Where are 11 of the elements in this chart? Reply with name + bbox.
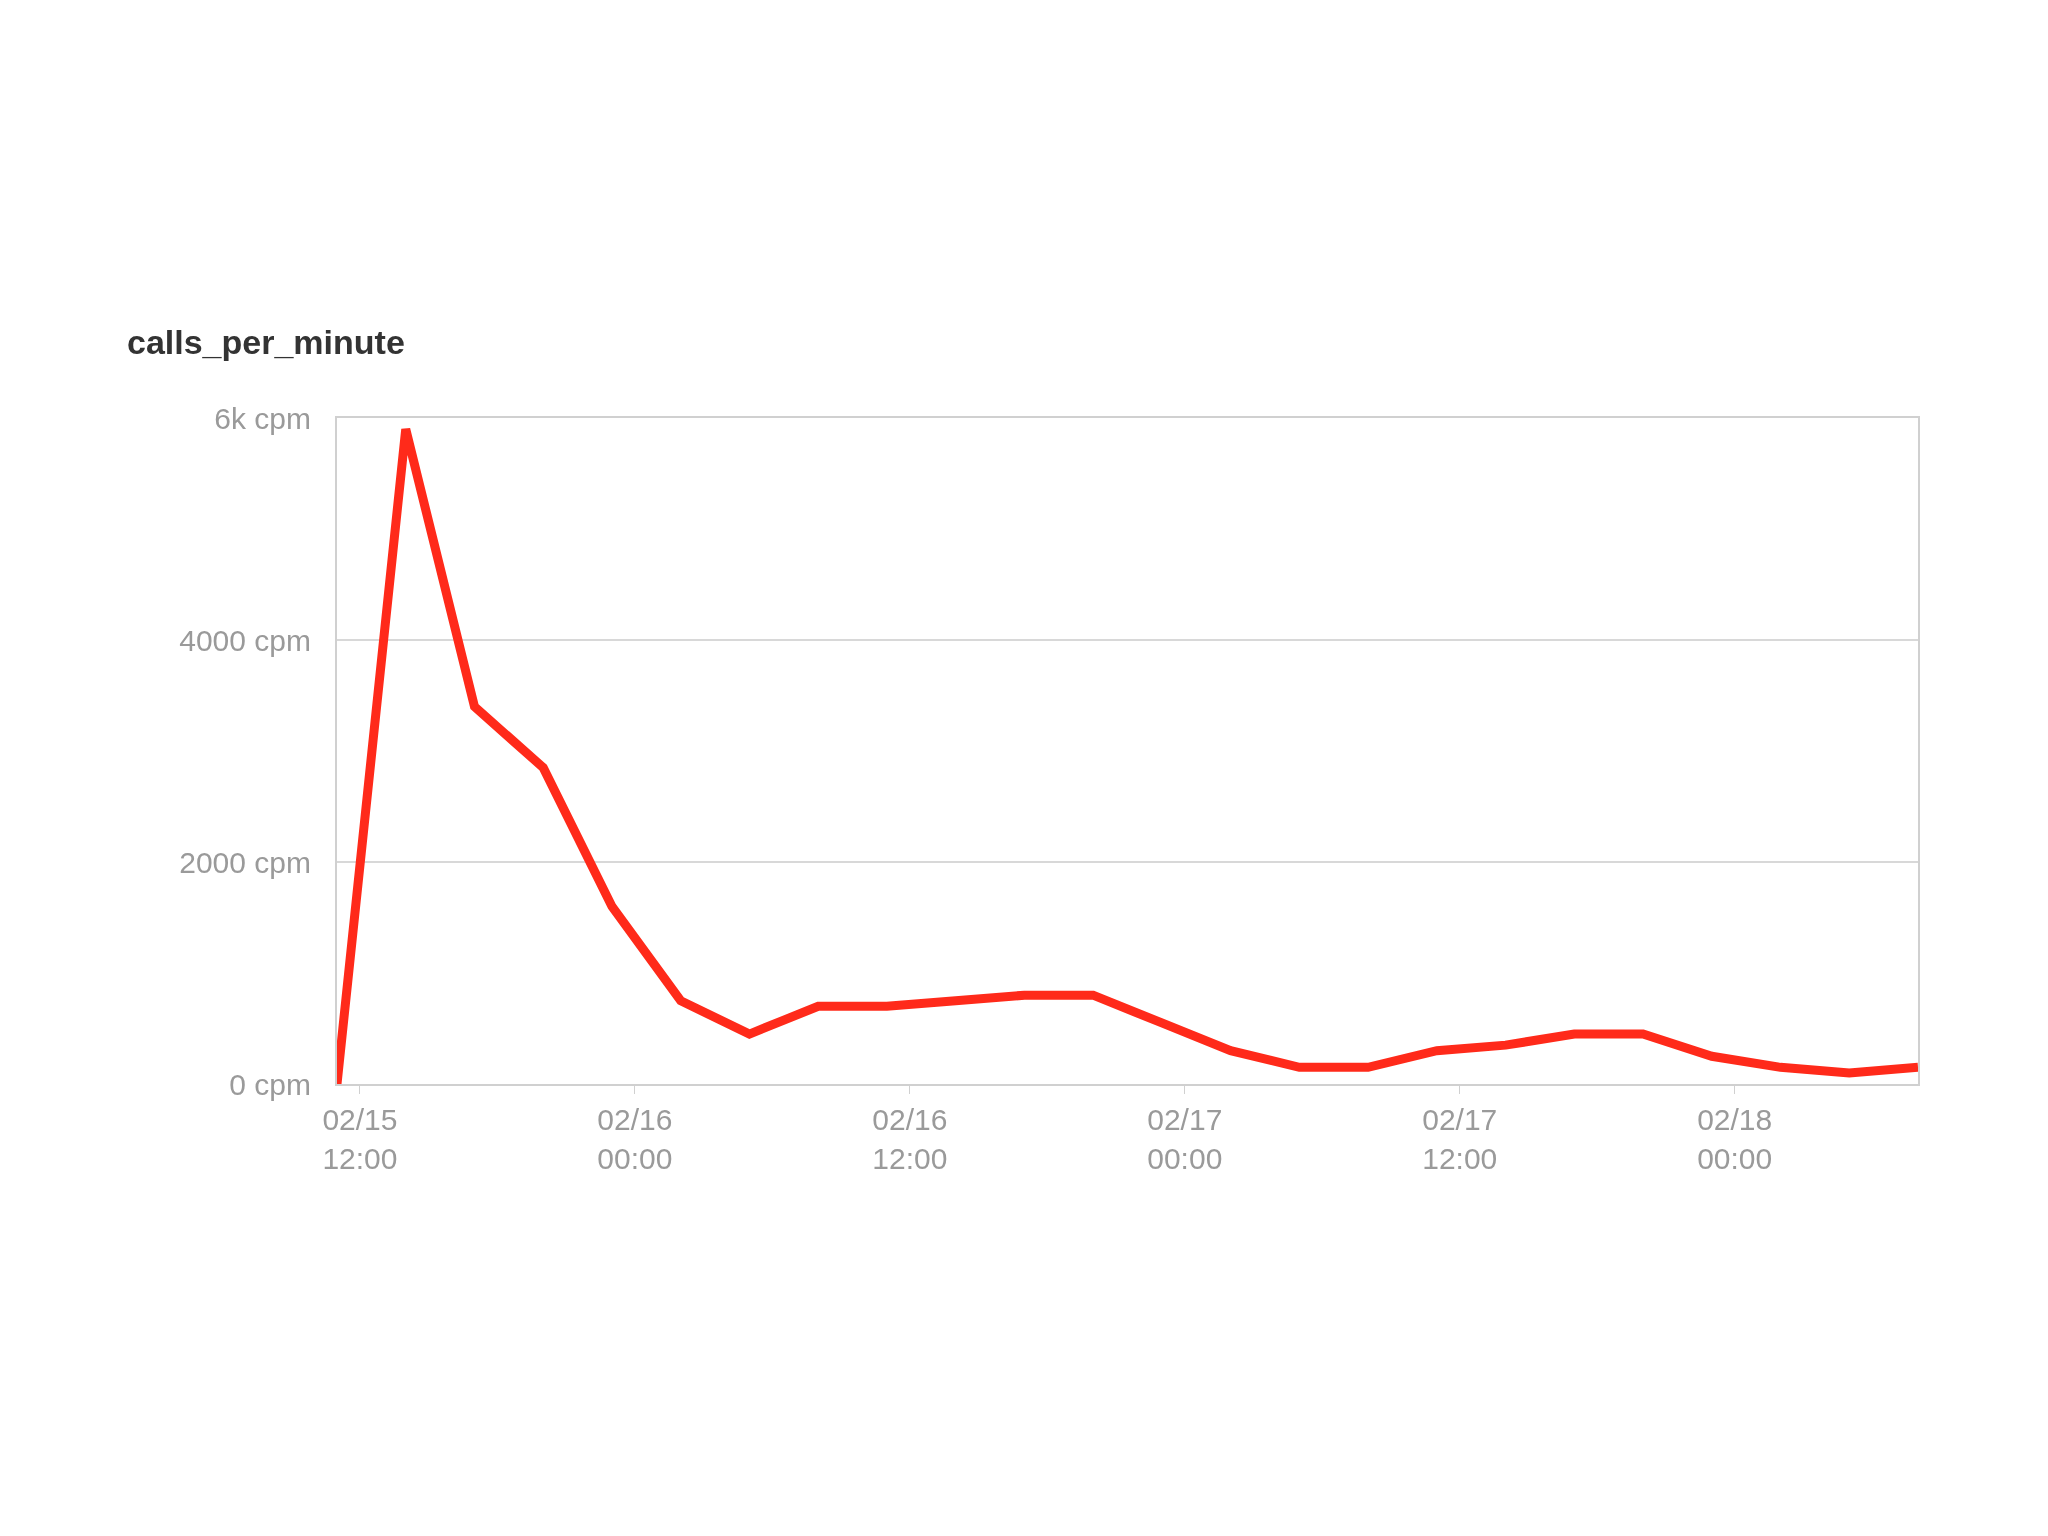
y-tick-label: 2000 cpm xyxy=(179,845,311,879)
chart-title: calls_per_minute xyxy=(127,322,405,361)
y-tick-label: 0 cpm xyxy=(229,1067,311,1101)
y-tick-label: 4000 cpm xyxy=(179,623,311,657)
x-tick-label: 02/18 00:00 xyxy=(1697,1103,1773,1175)
x-tick-label: 02/17 12:00 xyxy=(1422,1103,1498,1175)
x-tick-label: 02/16 12:00 xyxy=(872,1103,948,1175)
y-tick-label: 6k cpm xyxy=(214,401,311,435)
x-tick-label: 02/15 12:00 xyxy=(322,1103,398,1175)
x-tick-label: 02/17 00:00 xyxy=(1147,1103,1223,1175)
x-tick-label: 02/16 00:00 xyxy=(597,1103,673,1175)
